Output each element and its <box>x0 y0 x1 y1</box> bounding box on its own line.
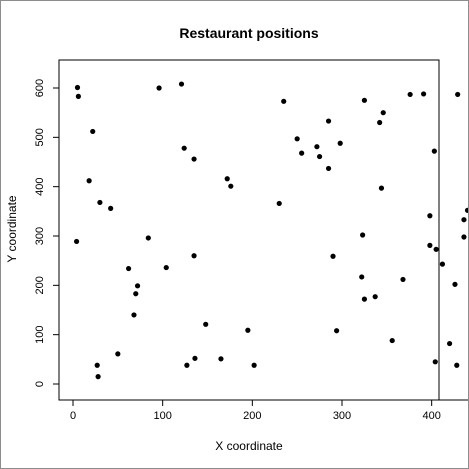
data-point <box>360 232 366 238</box>
y-axis-label: Y coordinate <box>5 195 19 262</box>
data-point <box>228 183 234 189</box>
data-point <box>181 145 187 151</box>
data-point <box>361 296 368 302</box>
data-point <box>427 213 433 219</box>
data-point <box>203 321 209 327</box>
data-point <box>299 150 305 156</box>
data-point <box>133 291 139 297</box>
data-point <box>163 264 169 271</box>
data-point <box>94 362 100 368</box>
data-point <box>452 281 458 287</box>
x-tick-label: 200 <box>243 410 261 422</box>
data-point <box>95 374 101 380</box>
x-tick-label: 0 <box>70 410 76 422</box>
data-point <box>316 153 323 160</box>
data-point <box>377 119 383 126</box>
data-point <box>337 140 343 146</box>
data-point <box>245 327 251 333</box>
data-point <box>97 199 103 206</box>
data-point <box>192 355 198 361</box>
chart-title: Restaurant positions <box>179 25 318 41</box>
data-point <box>178 81 185 87</box>
data-point <box>427 242 433 248</box>
data-point <box>433 246 439 252</box>
data-point <box>115 351 121 357</box>
y-tick-label: 600 <box>34 79 46 97</box>
x-tick-label: 400 <box>422 410 440 422</box>
y-tick-label: 200 <box>34 276 46 294</box>
data-point <box>75 93 81 99</box>
data-point <box>251 362 257 368</box>
data-point <box>218 356 224 362</box>
data-point <box>224 176 230 182</box>
data-point <box>90 128 96 135</box>
data-point <box>134 283 141 289</box>
data-point <box>191 156 197 162</box>
x-axis-label: X coordinate <box>215 439 283 453</box>
data-point <box>145 235 151 241</box>
data-point <box>378 185 385 191</box>
data-point <box>372 294 378 300</box>
y-axis: 0 100 200 300 400 500 600 <box>34 79 60 387</box>
data-point <box>400 276 406 283</box>
data-points <box>73 81 468 380</box>
data-point <box>420 91 427 97</box>
x-tick-label: 300 <box>333 410 351 422</box>
data-point <box>314 144 320 150</box>
data-point <box>407 91 413 98</box>
data-point <box>294 136 300 142</box>
data-point <box>86 178 92 184</box>
data-point <box>461 234 467 240</box>
data-point <box>380 110 386 116</box>
data-point <box>431 148 437 154</box>
data-point <box>125 265 132 272</box>
data-point <box>455 91 461 98</box>
data-point <box>74 84 81 91</box>
data-point <box>325 165 332 172</box>
data-point <box>334 328 340 334</box>
data-point <box>359 274 365 280</box>
y-tick-label: 0 <box>34 381 46 387</box>
data-point <box>461 217 467 223</box>
data-point <box>325 118 332 124</box>
data-point <box>439 261 446 267</box>
y-tick-label: 300 <box>34 227 46 245</box>
data-point <box>432 359 438 365</box>
data-point <box>108 205 114 211</box>
data-point <box>330 253 336 259</box>
data-point <box>191 253 197 259</box>
y-tick-label: 400 <box>34 177 46 195</box>
data-point <box>361 97 368 103</box>
data-point <box>276 200 282 207</box>
x-tick-label: 100 <box>153 410 171 422</box>
data-point <box>447 340 453 347</box>
data-point <box>464 207 468 213</box>
data-point <box>454 362 460 368</box>
y-tick-label: 500 <box>34 128 46 146</box>
data-point <box>156 85 162 91</box>
data-point <box>184 362 190 368</box>
data-point <box>389 337 395 344</box>
data-point <box>73 238 80 245</box>
data-point <box>131 312 137 318</box>
data-point <box>281 98 287 104</box>
y-tick-label: 100 <box>34 325 46 343</box>
